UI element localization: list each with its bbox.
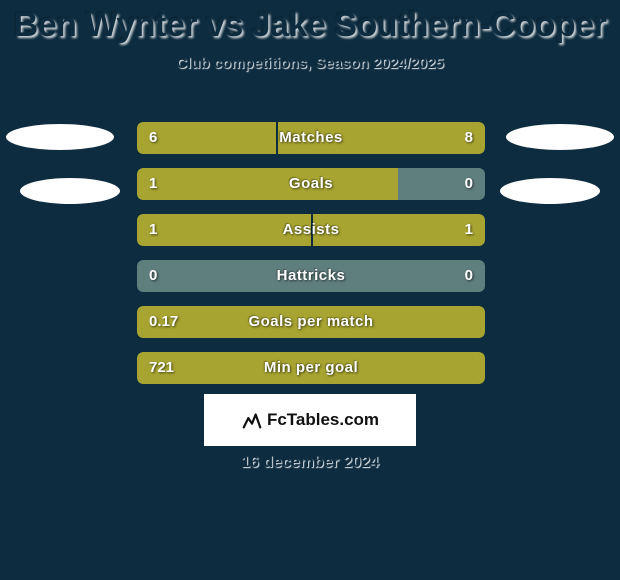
stat-label: Hattricks — [137, 260, 485, 292]
stat-row: 721Min per goal — [137, 352, 485, 384]
brand-text: FcTables.com — [267, 410, 379, 430]
stat-row: 00Hattricks — [137, 260, 485, 292]
stat-label: Min per goal — [137, 352, 485, 384]
stat-label: Goals — [137, 168, 485, 200]
infographic-container: Ben Wynter vs Jake Southern-Cooper Club … — [0, 0, 620, 580]
right-ellipse — [506, 124, 614, 150]
stat-label: Assists — [137, 214, 485, 246]
page-title: Ben Wynter vs Jake Southern-Cooper — [0, 0, 620, 45]
stats-area: 68Matches 10Goals 11Assists 00Hattricks 0.17… — [137, 122, 485, 398]
date-text: 16 december 2024 — [0, 454, 620, 472]
stat-row: 0.17Goals per match — [137, 306, 485, 338]
stat-row: 10Goals — [137, 168, 485, 200]
right-ellipse — [500, 178, 600, 204]
brand-icon — [241, 409, 263, 431]
left-ellipse — [20, 178, 120, 204]
stat-row: 11Assists — [137, 214, 485, 246]
subtitle: Club competitions, Season 2024/2025 — [0, 55, 620, 72]
stat-label: Goals per match — [137, 306, 485, 338]
stat-row: 68Matches — [137, 122, 485, 154]
stat-label: Matches — [137, 122, 485, 154]
brand-inner: FcTables.com — [241, 409, 379, 431]
brand-box[interactable]: FcTables.com — [204, 394, 416, 446]
left-ellipse — [6, 124, 114, 150]
